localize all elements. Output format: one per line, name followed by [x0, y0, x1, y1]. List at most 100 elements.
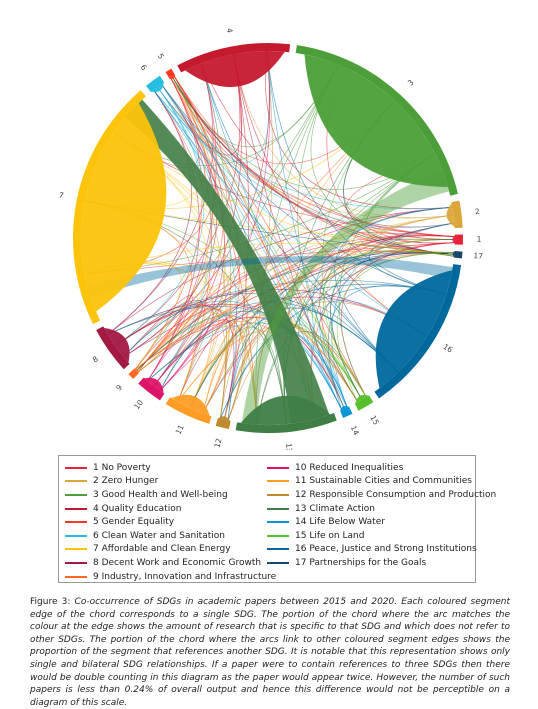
legend-swatch — [65, 466, 87, 469]
chord-line — [107, 280, 447, 335]
legend-item: 1 No Poverty — [65, 461, 276, 475]
legend-item: 6 Clean Water and Sanitation — [65, 529, 276, 543]
chord-line — [147, 206, 453, 382]
legend-label: 2 Zero Hunger — [93, 476, 159, 487]
legend-swatch — [267, 466, 289, 469]
legend-swatch — [267, 507, 289, 510]
legend-item: 11 Sustainable Cities and Communities — [267, 475, 496, 489]
segment-arc — [235, 412, 337, 433]
chord — [241, 170, 450, 425]
chord-line — [202, 320, 257, 425]
legend-item: 2 Zero Hunger — [65, 475, 276, 489]
legend-label: 5 Gender Equality — [93, 517, 175, 528]
chord-line — [107, 89, 192, 335]
chord-line — [233, 54, 454, 218]
chord-line — [161, 84, 348, 408]
segment-arc — [451, 200, 463, 229]
legend-label: 13 Climate Action — [295, 503, 375, 514]
chord-line — [153, 89, 343, 410]
segment-label: 12 — [213, 437, 224, 449]
caption-text: Co-occurrence of SDGs in academic papers… — [30, 597, 510, 708]
self-portion — [185, 50, 285, 88]
chord-line — [107, 206, 453, 335]
segment-label: 17 — [473, 251, 484, 261]
chord-line — [227, 50, 273, 421]
segment-label: 2 — [474, 207, 480, 217]
chord-line — [173, 76, 455, 253]
chord-line — [266, 50, 447, 295]
legend-swatch — [65, 493, 87, 496]
chord-line — [137, 304, 206, 402]
self-portion — [375, 270, 453, 389]
legend-label: 6 Clean Water and Sanitation — [93, 530, 225, 541]
legend-label: 12 Responsible Consumption and Productio… — [295, 489, 497, 500]
self-portion — [144, 377, 164, 394]
segment-arc — [453, 251, 463, 259]
legend: 1 No Poverty 2 Zero Hunger 3 Good Health a… — [58, 455, 496, 583]
legend-swatch — [65, 507, 87, 510]
chord-line — [170, 78, 212, 402]
segment-arc — [340, 406, 353, 418]
segment-arc — [73, 90, 146, 325]
legend-label: 7 Affordable and Clean Energy — [93, 544, 231, 555]
legend-item: 13 Climate Action — [267, 502, 496, 516]
legend-column: 1 No Poverty 2 Zero Hunger 3 Good Health a… — [65, 461, 276, 583]
chord-line — [147, 325, 247, 421]
legend-swatch — [267, 534, 289, 537]
legend-item: 9 Industry, Innovation and Infrastructur… — [65, 570, 276, 584]
chord — [87, 256, 453, 298]
segment-label: 14 — [349, 424, 361, 437]
legend-item: 3 Good Health and Well-being — [65, 488, 276, 502]
self-portion — [452, 235, 456, 245]
chord-line — [137, 304, 359, 403]
segment-label: 16 — [441, 342, 454, 355]
segment-label: 13 — [284, 443, 294, 450]
chord-line — [319, 235, 456, 403]
legend-item: 15 Life on Land — [267, 529, 496, 543]
legend-swatch — [267, 521, 289, 524]
segment-label: 5 — [156, 52, 166, 61]
self-portion — [340, 405, 349, 411]
legend-label: 16 Peace, Justice and Strong Institution… — [295, 544, 477, 555]
self-portion — [240, 395, 331, 426]
legend-label: 15 Life on Land — [295, 530, 365, 541]
segment-arc — [138, 377, 165, 401]
segment-arc — [96, 326, 130, 370]
self-portion — [446, 203, 455, 228]
legend-item: 17 Partnerships for the Goals — [267, 556, 496, 570]
legend-swatch — [267, 561, 289, 564]
chord-line — [336, 252, 455, 403]
self-portion — [452, 251, 455, 258]
legend-label: 8 Decent Work and Economic Growth — [93, 557, 262, 568]
chord-line — [159, 84, 225, 391]
chord-line — [256, 331, 367, 425]
legend-item: 4 Quality Education — [65, 502, 276, 516]
segment-arc — [454, 234, 464, 245]
self-portion — [151, 82, 164, 93]
chord-line — [202, 314, 359, 414]
legend-item: 14 Life Below Water — [267, 515, 496, 529]
self-portion — [355, 394, 369, 404]
segment-label: 3 — [406, 78, 416, 88]
legend-swatch — [65, 575, 87, 578]
self-portion — [169, 75, 176, 80]
chord-line — [330, 252, 455, 400]
chord-line — [157, 86, 428, 337]
chord-line — [157, 86, 345, 409]
self-portion — [171, 394, 210, 416]
legend-item: 16 Peace, Justice and Strong Institution… — [267, 543, 496, 557]
self-portion — [218, 416, 231, 422]
chord-line — [134, 64, 339, 370]
segment-label: 11 — [174, 423, 186, 436]
legend-swatch — [65, 534, 87, 537]
legend-label: 9 Industry, Innovation and Infrastructur… — [93, 571, 277, 582]
segment-label: 7 — [58, 190, 65, 200]
legend-item: 10 Reduced Inequalities — [267, 461, 496, 475]
segment-label: 1 — [477, 235, 482, 244]
legend-item: 5 Gender Equality — [65, 515, 276, 529]
caption-label: Figure 3: — [30, 597, 71, 607]
legend-swatch — [65, 561, 87, 564]
chord-line — [227, 318, 343, 421]
